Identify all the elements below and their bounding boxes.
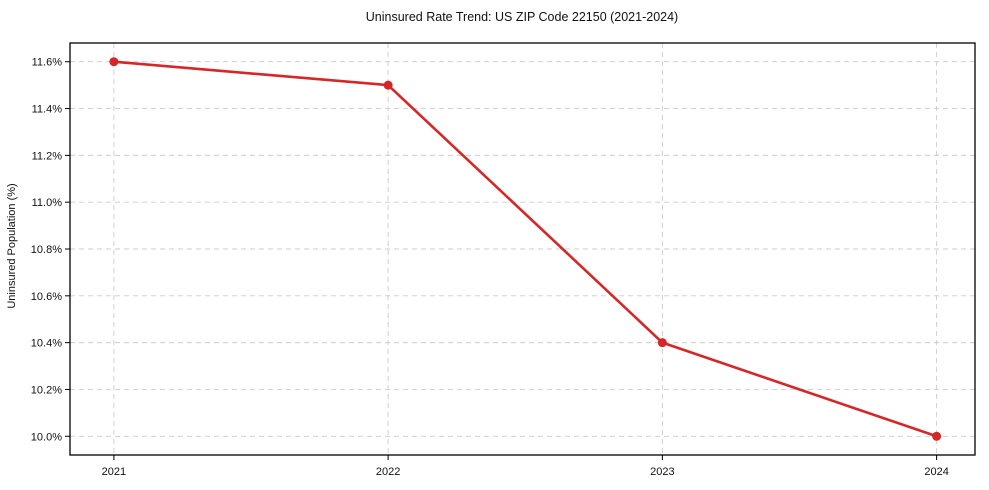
y-tick-label: 10.0% (31, 431, 62, 443)
x-tick-label: 2022 (376, 466, 400, 478)
y-axis-label: Uninsured Population (%) (6, 183, 18, 308)
y-tick-label: 11.6% (32, 57, 63, 69)
axes-layer: 10.0% 10.2% 10.4% 10.6% 10.8% 11.0% 11.2% 11.4%… (31, 42, 976, 478)
y-tick-label: 10.4% (31, 338, 62, 350)
y-tick-label: 11.2% (32, 150, 63, 162)
data-point-marker (932, 431, 942, 441)
trend-line-series (109, 57, 942, 441)
x-tick-label: 2023 (650, 466, 674, 478)
y-tick-label: 10.8% (31, 244, 62, 256)
y-tick-label: 10.6% (31, 291, 62, 303)
grid-layer (70, 43, 975, 455)
x-tick-label: 2024 (924, 466, 948, 478)
chart-title: Uninsured Rate Trend: US ZIP Code 22150 … (366, 10, 678, 24)
data-point-marker (109, 57, 119, 67)
data-point-marker (657, 338, 667, 348)
data-point-marker (383, 80, 393, 90)
x-tick-label: 2021 (102, 466, 126, 478)
trend-line (112, 60, 938, 438)
y-tick-label: 11.0% (32, 197, 63, 209)
y-tick-label: 11.4% (32, 104, 63, 116)
y-tick-label: 10.2% (31, 384, 62, 396)
